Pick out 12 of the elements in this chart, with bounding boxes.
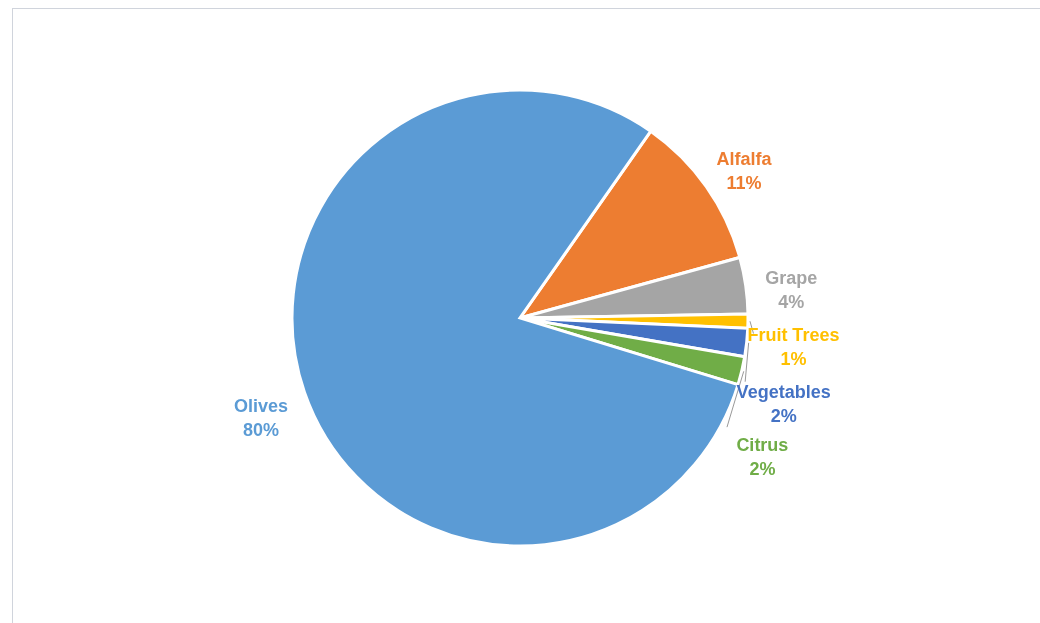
slice-label: Fruit Trees — [747, 325, 840, 346]
data-label: 2% — [770, 405, 797, 426]
data-label: 4% — [778, 291, 805, 312]
slice-label: Vegetables — [736, 381, 831, 402]
data-label: 11% — [726, 173, 762, 194]
data-label: 2% — [749, 458, 776, 479]
slice-label: Alfalfa — [716, 149, 773, 170]
data-label: 1% — [780, 349, 807, 370]
slice-label: Grape — [765, 267, 818, 288]
slice-label: Olives — [233, 396, 288, 417]
data-label: 80% — [242, 420, 279, 441]
slice-label: Citrus — [736, 434, 789, 455]
